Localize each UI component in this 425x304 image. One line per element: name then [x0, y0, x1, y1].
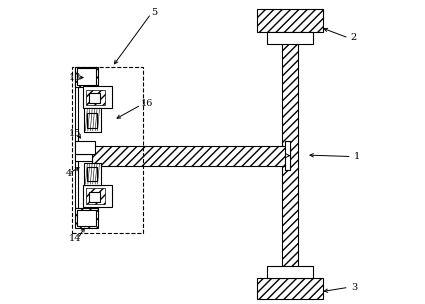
Bar — [84, 108, 101, 132]
Text: 5: 5 — [151, 8, 157, 17]
Bar — [87, 113, 96, 128]
Bar — [257, 9, 323, 32]
Bar — [286, 141, 290, 170]
Bar — [83, 86, 112, 108]
Bar — [89, 93, 100, 103]
Text: 14: 14 — [68, 234, 81, 243]
Bar — [266, 266, 313, 278]
Bar — [83, 185, 112, 207]
Bar — [76, 68, 96, 85]
Bar — [75, 154, 92, 161]
Bar — [75, 70, 77, 208]
Text: 3: 3 — [351, 283, 357, 292]
Bar — [89, 192, 100, 202]
Bar — [72, 67, 144, 233]
Bar — [282, 32, 298, 278]
Text: 1: 1 — [354, 152, 360, 161]
Text: 4: 4 — [66, 169, 72, 178]
Bar — [84, 163, 101, 185]
Text: 16: 16 — [141, 99, 153, 108]
Bar — [87, 167, 96, 181]
Text: 2: 2 — [351, 33, 357, 43]
Bar — [257, 278, 323, 299]
Text: 13: 13 — [68, 73, 81, 82]
Bar — [266, 32, 313, 44]
Bar — [86, 188, 105, 204]
Bar — [76, 210, 96, 226]
Bar — [75, 67, 98, 87]
Bar — [92, 146, 290, 166]
Bar — [75, 141, 95, 154]
Text: 15: 15 — [68, 129, 81, 138]
Bar — [75, 208, 98, 228]
Bar — [86, 90, 105, 105]
